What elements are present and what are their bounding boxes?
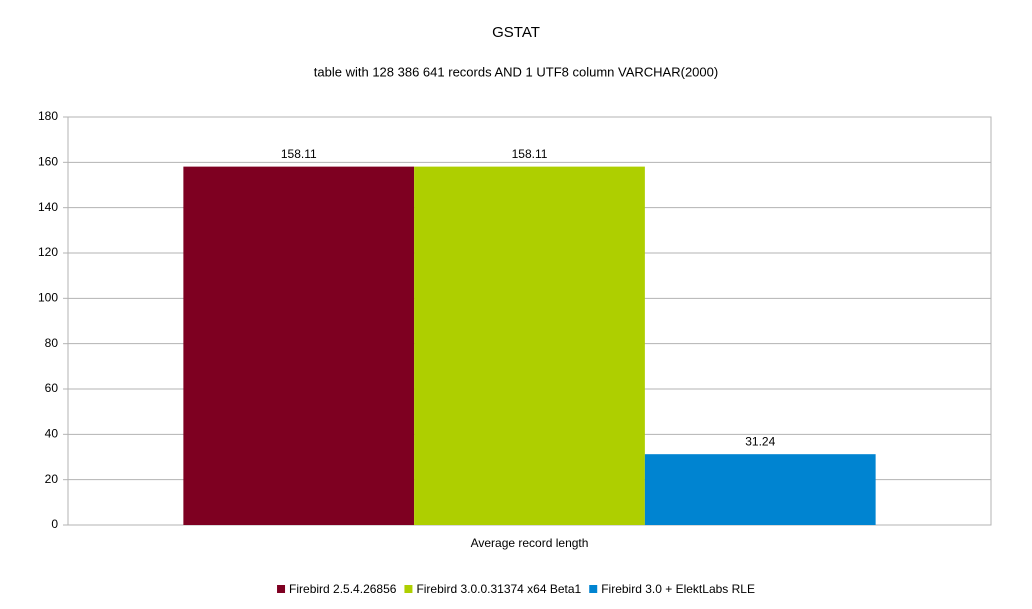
y-tick-label: 120 (38, 245, 58, 259)
bar (414, 166, 645, 525)
y-tick-label: 180 (38, 109, 58, 123)
legend-swatch (404, 585, 413, 593)
bar (644, 454, 876, 525)
data-label: 158.11 (512, 147, 548, 161)
legend-swatch (277, 585, 286, 593)
y-tick-label: 0 (51, 517, 58, 531)
y-tick-label: 40 (45, 427, 59, 441)
legend-swatch (589, 585, 598, 593)
legend-label: Firebird 2.5.4.26856 (289, 582, 397, 596)
y-tick-label: 140 (38, 200, 58, 214)
data-label: 158.11 (281, 147, 317, 161)
legend-label: Firebird 3.0 + ElektLabs RLE (601, 582, 755, 596)
y-tick-label: 100 (38, 291, 58, 305)
y-tick-label: 60 (45, 381, 59, 395)
legend: Firebird 2.5.4.26856 Firebird 3.0.0.31374… (277, 582, 755, 596)
y-tick-label: 80 (45, 336, 59, 350)
data-label: 31.24 (745, 434, 775, 448)
legend-label: Firebird 3.0.0.31374 x64 Beta1 (416, 582, 581, 596)
y-tick-label: 160 (38, 155, 58, 169)
chart-title: GSTAT (492, 24, 540, 41)
y-tick-label: 20 (45, 472, 59, 486)
bar (183, 166, 415, 525)
x-tick-label: Average record length (471, 536, 589, 550)
chart-subtitle: table with 128 386 641 records AND 1 UTF… (314, 64, 718, 79)
